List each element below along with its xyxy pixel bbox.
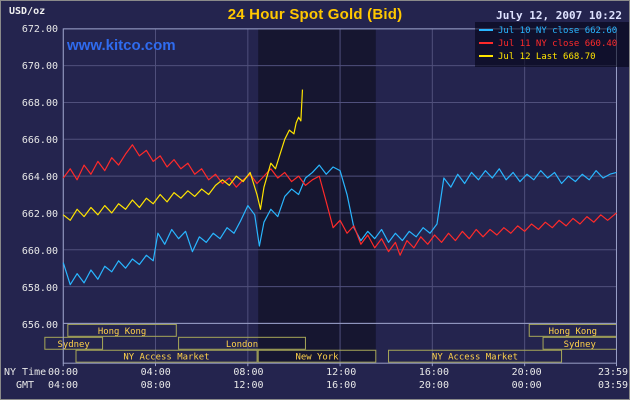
- session-label: Sydney: [57, 340, 90, 350]
- ny-session-highlight-band: [258, 28, 376, 364]
- y-axis-tick-label: 672.00: [21, 24, 58, 35]
- x-axis-row-label-gmt: GMT: [16, 380, 35, 391]
- legend: Jul 10 NY close 662.60 Jul 11 NY close 66…: [475, 22, 629, 67]
- series-line-jul-12: [62, 89, 304, 221]
- x-axis-tick-label: 23:59: [597, 367, 629, 378]
- x-axis-tick-label: 16:00: [418, 367, 449, 378]
- legend-label: Jul 10 NY close 662.60: [498, 26, 618, 36]
- kitco-watermark-link[interactable]: www.kitco.com: [67, 37, 176, 54]
- session-label: Hong Kong: [549, 327, 597, 337]
- x-axis-tick-label: 00:00: [511, 380, 542, 391]
- legend-label: Jul 11 NY close 660.40: [498, 39, 618, 49]
- y-axis-tick-label: 664.00: [21, 172, 58, 183]
- session-label: London: [226, 340, 258, 350]
- x-axis-tick-label: 12:00: [326, 367, 357, 378]
- session-box: [75, 349, 258, 363]
- legend-swatch-icon: [479, 54, 493, 57]
- session-box: [67, 323, 177, 337]
- series-line-jul-10: [62, 164, 617, 286]
- session-box: [257, 349, 377, 363]
- y-axis-tick-label: 668.00: [21, 98, 58, 109]
- session-label: NY Access Market: [123, 353, 209, 363]
- session-label: Sydney: [564, 340, 597, 350]
- y-axis-tick-label: 660.00: [21, 246, 58, 257]
- legend-item: Jul 11 NY close 660.40: [479, 38, 625, 51]
- chart-datetime: July 12, 2007 10:22: [496, 9, 622, 22]
- x-axis-tick-label: 20:00: [418, 380, 449, 391]
- x-axis-tick-label: 00:00: [47, 367, 79, 378]
- x-axis-tick-label: 03:59: [597, 380, 629, 391]
- legend-item: Jul 10 NY close 662.60: [479, 25, 625, 38]
- series-line-jul-11: [62, 144, 617, 256]
- session-label: Hong Kong: [98, 327, 146, 337]
- x-axis-tick-label: 12:00: [233, 380, 264, 391]
- session-box: [178, 336, 306, 350]
- y-axis-tick-label: 658.00: [21, 283, 58, 294]
- session-label: New York: [295, 353, 339, 363]
- y-axis-tick-label: 656.00: [21, 320, 58, 331]
- y-axis-unit-label: USD/oz: [9, 6, 46, 17]
- session-label: NY Access Market: [432, 353, 518, 363]
- x-axis-row-label-ny-time: NY Time: [4, 367, 47, 378]
- x-axis-tick-label: 08:00: [233, 367, 264, 378]
- x-axis-tick-label: 04:00: [47, 380, 79, 391]
- x-axis-tick-label: 16:00: [326, 380, 357, 391]
- legend-swatch-icon: [479, 41, 493, 44]
- y-axis-tick-label: 662.00: [21, 209, 58, 220]
- x-axis-tick-label: 04:00: [140, 367, 171, 378]
- legend-item: Jul 12 Last 668.70: [479, 51, 625, 64]
- y-axis-tick-label: 670.00: [21, 61, 58, 72]
- legend-swatch-icon: [479, 28, 493, 31]
- y-axis-tick-label: 666.00: [21, 135, 58, 146]
- x-axis-tick-label: 08:00: [140, 380, 171, 391]
- session-box: [388, 349, 563, 363]
- legend-label: Jul 12 Last 668.70: [498, 52, 596, 62]
- chart-title: 24 Hour Spot Gold (Bid): [227, 6, 403, 23]
- x-axis-tick-label: 20:00: [511, 367, 542, 378]
- session-box: [44, 336, 104, 350]
- plot-frame: [62, 28, 617, 364]
